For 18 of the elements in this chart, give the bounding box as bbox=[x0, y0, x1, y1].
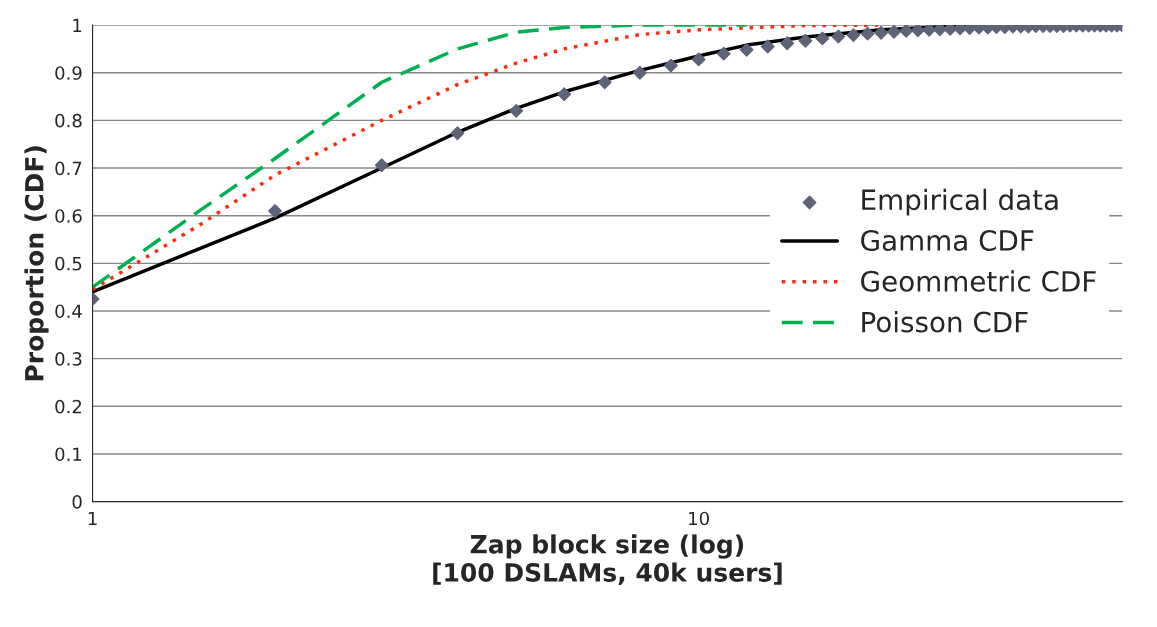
y-tick-label: 0.6 bbox=[55, 209, 82, 223]
legend-label: Poisson CDF bbox=[862, 311, 1028, 333]
x-tick-label: 10 bbox=[689, 511, 709, 526]
y-tick-label: 0.3 bbox=[55, 352, 82, 366]
y-tick-label: 0.2 bbox=[55, 399, 82, 414]
legend-label: Gamma CDF bbox=[861, 230, 1034, 252]
y-tick-label: 0.9 bbox=[55, 66, 82, 80]
legend-label: Empirical data bbox=[862, 188, 1058, 216]
y-tick-label: 0.7 bbox=[55, 161, 82, 176]
x-axis-title: Zap block size (log) [100 DSLAMs, 40k users] bbox=[433, 534, 782, 586]
legend-label: Geommetric CDF bbox=[861, 270, 1096, 292]
y-axis-title: Proportion (CDF) bbox=[24, 146, 49, 381]
y-tick-label: 0.1 bbox=[55, 447, 82, 462]
y-tick-label: 0 bbox=[72, 495, 82, 509]
y-tick-label: 0.4 bbox=[55, 304, 82, 319]
y-tick-label: 0.5 bbox=[55, 256, 82, 271]
y-tick-label: 0.8 bbox=[55, 113, 82, 128]
y-tick-label: 1 bbox=[73, 18, 82, 32]
